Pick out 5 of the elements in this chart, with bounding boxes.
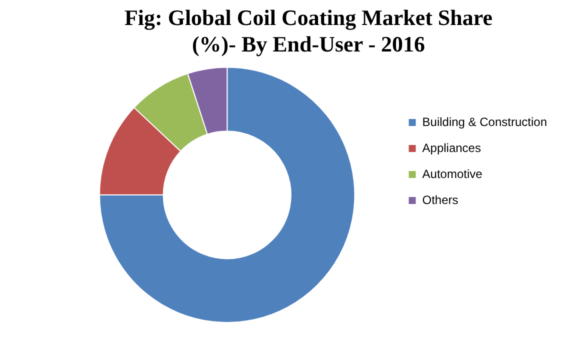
legend-label: Others xyxy=(422,192,458,207)
legend-label: Building & Construction xyxy=(422,114,547,129)
legend-label: Appliances xyxy=(422,140,481,155)
chart-title: Fig: Global Coil Coating Market Share (%)- By End-User - 2016 xyxy=(124,4,493,56)
legend-label: Automotive xyxy=(422,166,483,181)
